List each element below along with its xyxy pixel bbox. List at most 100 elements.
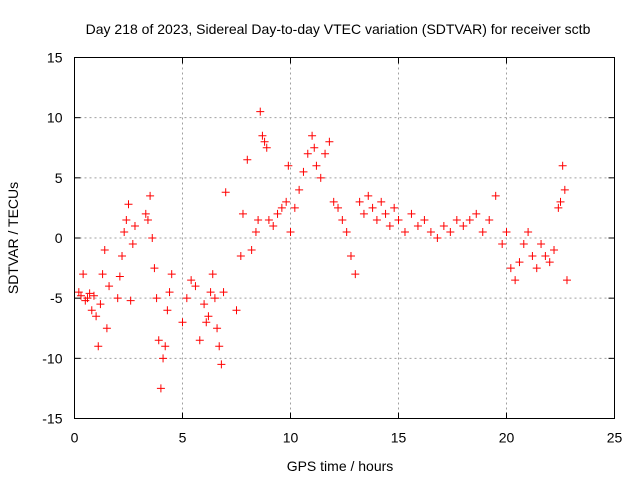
data-point — [277, 203, 286, 212]
data-point — [167, 270, 176, 279]
data-point — [152, 294, 161, 303]
x-axis-label: GPS time / hours — [287, 458, 394, 474]
data-point — [558, 161, 567, 170]
data-point — [87, 306, 96, 315]
data-points — [74, 107, 571, 393]
data-point — [195, 336, 204, 345]
data-point — [262, 143, 271, 152]
y-tick-label: 0 — [55, 230, 63, 246]
data-point — [150, 264, 159, 273]
data-point — [498, 240, 507, 249]
x-tick-label: 25 — [607, 430, 623, 446]
x-tick-label: 15 — [391, 430, 407, 446]
data-point — [334, 203, 343, 212]
data-point — [159, 354, 168, 363]
data-point — [76, 291, 85, 300]
y-tick-label: 15 — [47, 50, 63, 66]
data-point — [420, 215, 429, 224]
data-point — [515, 258, 524, 267]
data-point — [96, 300, 105, 309]
data-point — [426, 227, 435, 236]
data-point — [213, 324, 222, 333]
data-point — [329, 197, 338, 206]
data-point — [310, 143, 319, 152]
data-point — [146, 191, 155, 200]
chart-title: Day 218 of 2023, Sidereal Day-to-day VTE… — [86, 21, 591, 37]
data-point — [141, 209, 150, 218]
data-point — [368, 203, 377, 212]
data-point — [390, 203, 399, 212]
data-point — [446, 227, 455, 236]
data-point — [83, 294, 92, 303]
data-point — [206, 288, 215, 297]
data-point — [115, 272, 124, 281]
x-tick-label: 5 — [179, 430, 187, 446]
data-point — [264, 215, 273, 224]
data-point — [303, 149, 312, 158]
data-point — [258, 131, 267, 140]
data-point — [364, 191, 373, 200]
data-point — [79, 270, 88, 279]
data-point — [165, 288, 174, 297]
data-point — [236, 252, 245, 261]
data-point — [346, 252, 355, 261]
data-point — [325, 137, 334, 146]
data-point — [554, 203, 563, 212]
data-point — [377, 197, 386, 206]
data-point — [251, 227, 260, 236]
data-point — [560, 185, 569, 194]
data-point — [128, 240, 137, 249]
y-tick-label: -5 — [50, 290, 63, 306]
data-point — [472, 209, 481, 218]
data-point — [556, 197, 565, 206]
data-point — [355, 197, 364, 206]
data-point — [254, 215, 263, 224]
data-point — [154, 336, 163, 345]
data-point — [163, 306, 172, 315]
data-point — [459, 221, 468, 230]
data-point — [256, 107, 265, 116]
data-point — [92, 312, 101, 321]
data-point — [338, 215, 347, 224]
data-point — [148, 234, 157, 242]
data-point — [273, 209, 282, 218]
data-point — [126, 296, 135, 305]
y-axis-label: SDTVAR / TECUs — [5, 182, 21, 294]
data-point — [351, 270, 360, 279]
data-point — [321, 149, 330, 158]
y-tick-label: 5 — [55, 170, 63, 186]
data-point — [413, 221, 422, 230]
data-point — [519, 240, 528, 249]
data-point — [511, 276, 520, 285]
data-point — [381, 209, 390, 218]
data-point — [130, 221, 139, 230]
data-point — [221, 188, 230, 197]
data-point — [204, 312, 213, 321]
data-point — [290, 203, 299, 212]
y-tick-label: 10 — [47, 110, 63, 126]
data-point — [182, 294, 191, 303]
data-point — [122, 215, 131, 224]
y-tick-label: -15 — [42, 411, 62, 427]
data-point — [316, 173, 325, 182]
data-point — [282, 197, 291, 206]
data-point — [208, 270, 217, 279]
data-point — [210, 294, 219, 303]
data-point — [124, 200, 133, 209]
data-point — [491, 191, 500, 200]
data-point — [143, 215, 152, 224]
data-point — [89, 291, 98, 300]
data-point — [94, 342, 103, 351]
data-point — [532, 264, 541, 273]
data-point — [178, 318, 187, 327]
data-point — [385, 221, 394, 230]
data-point — [238, 209, 247, 218]
data-point — [105, 282, 114, 291]
data-point — [537, 240, 546, 249]
data-point — [452, 215, 461, 224]
data-point — [524, 227, 533, 236]
data-point — [85, 289, 94, 298]
data-point — [102, 324, 111, 333]
data-point — [308, 131, 317, 140]
data-point — [232, 306, 241, 315]
